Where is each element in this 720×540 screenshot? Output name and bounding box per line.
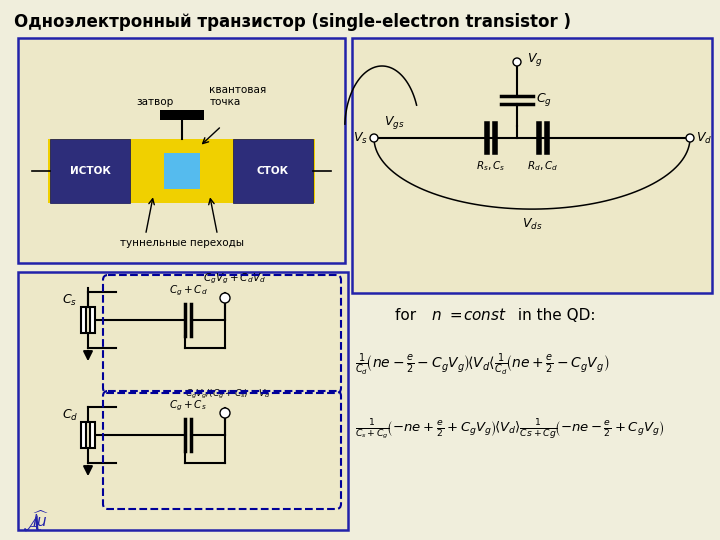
Text: СТОК: СТОК <box>257 165 289 176</box>
Text: $n$: $n$ <box>431 307 441 322</box>
Text: $R_s, C_s$: $R_s, C_s$ <box>476 159 505 173</box>
Bar <box>81 422 86 448</box>
Bar <box>90 307 95 333</box>
Bar <box>48 138 315 202</box>
Text: $\widehat{lu}$: $\widehat{lu}$ <box>32 510 50 530</box>
Bar <box>81 307 86 333</box>
Bar <box>233 138 313 202</box>
Text: $const$: $const$ <box>463 307 507 323</box>
Text: $V_g$: $V_g$ <box>527 51 543 69</box>
Circle shape <box>220 408 230 418</box>
Text: $C_gV_g+C_dV_d$: $C_gV_g+C_dV_d$ <box>203 272 266 286</box>
Text: $C_d$: $C_d$ <box>62 408 78 422</box>
Circle shape <box>686 134 694 142</box>
Text: $\frac{1}{C_d}\!\left(ne-\frac{e}{2}-C_gV_g\right)\!\langle V_d\langle\frac{1}{C: $\frac{1}{C_d}\!\left(ne-\frac{e}{2}-C_g… <box>355 352 609 378</box>
Bar <box>163 152 199 188</box>
Bar <box>160 110 204 120</box>
Text: $V_s$: $V_s$ <box>353 131 368 146</box>
Text: $\mathcal{A}$: $\mathcal{A}$ <box>22 514 42 534</box>
Text: in the QD:: in the QD: <box>513 307 595 322</box>
Text: затвор: затвор <box>136 97 174 107</box>
Text: туннельные переходы: туннельные переходы <box>120 238 243 248</box>
Bar <box>18 38 345 263</box>
Text: $R_d, C_d$: $R_d, C_d$ <box>527 159 559 173</box>
Text: $\frac{1}{C_s+C_g}\!\left(-ne+\frac{e}{2}+C_gV_g\right)\!\langle V_d\rangle\frac: $\frac{1}{C_s+C_g}\!\left(-ne+\frac{e}{2… <box>355 418 665 442</box>
Text: $C_s$: $C_s$ <box>63 293 78 308</box>
Bar <box>50 138 130 202</box>
Text: $V_d$: $V_d$ <box>696 131 712 146</box>
Circle shape <box>220 293 230 303</box>
Circle shape <box>370 134 378 142</box>
Text: for: for <box>395 307 421 322</box>
Text: Одноэлектронный транзистор (single‑electron transistor ): Одноэлектронный транзистор (single‑elect… <box>14 13 571 31</box>
Text: $C_g+C_d$: $C_g+C_d$ <box>168 284 207 298</box>
Bar <box>90 422 95 448</box>
Text: $C_gV_g/(C_g+C_s) - V_d$: $C_gV_g/(C_g+C_s) - V_d$ <box>185 388 271 401</box>
Text: ИСТОК: ИСТОК <box>70 165 110 176</box>
Bar <box>18 272 348 530</box>
Text: $V_{gs}$: $V_{gs}$ <box>384 114 405 132</box>
Circle shape <box>513 58 521 66</box>
Text: $V_{ds}$: $V_{ds}$ <box>522 217 542 232</box>
Text: квантовая
точка: квантовая точка <box>210 85 266 107</box>
Text: $C_g+C_s$: $C_g+C_s$ <box>169 399 207 413</box>
Bar <box>352 38 712 293</box>
Text: $C_g$: $C_g$ <box>536 91 552 109</box>
Text: =: = <box>445 307 467 322</box>
